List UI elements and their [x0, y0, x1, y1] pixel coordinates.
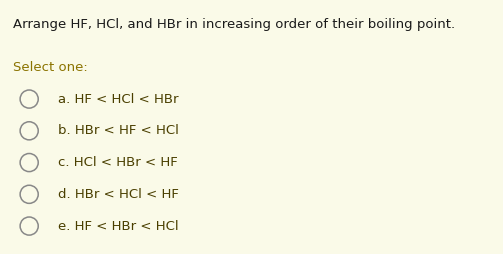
Text: Select one:: Select one: [13, 61, 88, 74]
Text: e. HF < HBr < HCl: e. HF < HBr < HCl [58, 220, 179, 233]
Text: Arrange HF, HCl, and HBr in increasing order of their boiling point.: Arrange HF, HCl, and HBr in increasing o… [13, 18, 455, 31]
Text: b. HBr < HF < HCl: b. HBr < HF < HCl [58, 124, 179, 137]
Text: c. HCl < HBr < HF: c. HCl < HBr < HF [58, 156, 178, 169]
Text: a. HF < HCl < HBr: a. HF < HCl < HBr [58, 93, 179, 106]
Text: d. HBr < HCl < HF: d. HBr < HCl < HF [58, 188, 179, 201]
